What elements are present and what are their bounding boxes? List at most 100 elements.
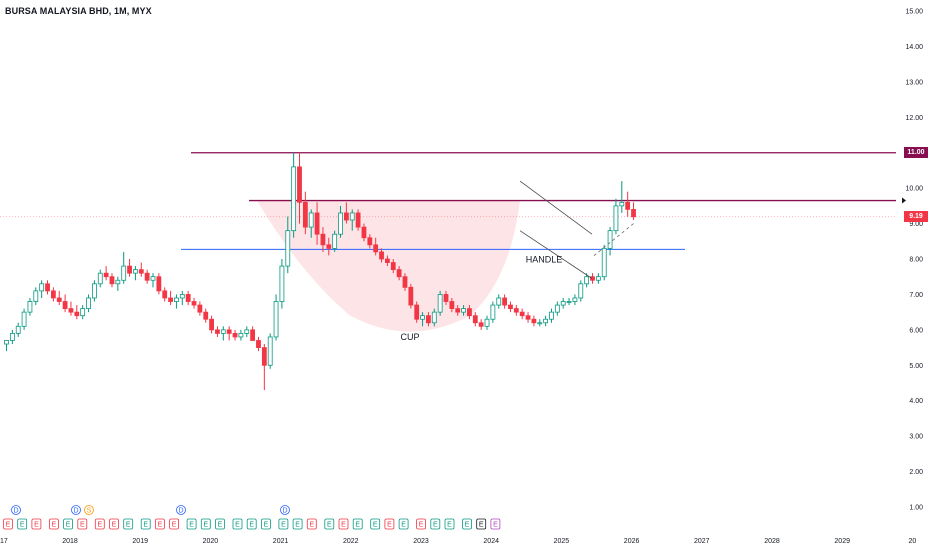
candle-up[interactable]	[220, 329, 226, 334]
candle-down[interactable]	[513, 308, 519, 313]
candle-up[interactable]	[484, 318, 490, 327]
earnings-event-icon[interactable]	[306, 518, 317, 530]
earnings-event-icon[interactable]	[186, 518, 197, 530]
earnings-event-icon[interactable]	[17, 518, 28, 530]
earnings-event-icon[interactable]	[246, 518, 257, 530]
earnings-event-icon[interactable]	[123, 518, 134, 530]
candle-up[interactable]	[613, 205, 619, 232]
dividend-event-icon[interactable]	[280, 505, 290, 515]
candle-up[interactable]	[9, 332, 15, 341]
earnings-event-icon[interactable]	[154, 518, 165, 530]
candle-down[interactable]	[45, 283, 50, 292]
candle-up[interactable]	[566, 301, 572, 303]
earnings-event-icon[interactable]	[324, 518, 335, 530]
earnings-event-icon[interactable]	[338, 518, 349, 530]
candle-down[interactable]	[414, 304, 420, 320]
handle-channel-lower-line[interactable]	[519, 230, 593, 279]
candle-up[interactable]	[332, 233, 338, 249]
earnings-event-icon[interactable]	[77, 518, 88, 530]
candle-down[interactable]	[396, 269, 402, 278]
candle-down[interactable]	[68, 308, 74, 313]
candle-up[interactable]	[619, 201, 625, 207]
candle-down[interactable]	[215, 329, 220, 334]
earnings-event-icon[interactable]	[49, 518, 59, 530]
earnings-event-icon[interactable]	[430, 518, 441, 530]
candle-up[interactable]	[601, 247, 607, 278]
candle-down[interactable]	[56, 297, 62, 302]
candle-down[interactable]	[74, 311, 80, 317]
candle-up[interactable]	[92, 283, 97, 299]
candle-down[interactable]	[261, 347, 267, 366]
dividend-event-icon[interactable]	[71, 505, 81, 515]
candle-up[interactable]	[595, 276, 601, 281]
candle-up[interactable]	[174, 297, 179, 302]
candle-up[interactable]	[420, 315, 425, 320]
candle-down[interactable]	[373, 244, 379, 253]
candle-down[interactable]	[455, 308, 461, 313]
candle-down[interactable]	[508, 304, 513, 309]
candle-down[interactable]	[144, 272, 150, 281]
candle-down[interactable]	[384, 258, 390, 263]
candle-up[interactable]	[80, 308, 86, 317]
candle-down[interactable]	[402, 276, 408, 288]
candle-up[interactable]	[431, 311, 437, 324]
candle-up[interactable]	[560, 301, 566, 306]
dividend-event-icon[interactable]	[11, 505, 21, 515]
candle-down[interactable]	[525, 315, 531, 320]
candle-up[interactable]	[437, 294, 443, 313]
earnings-event-icon[interactable]	[109, 518, 119, 530]
dividend-event-icon[interactable]	[176, 505, 186, 515]
candle-up[interactable]	[572, 297, 578, 302]
candle-down[interactable]	[408, 286, 414, 306]
candle-up[interactable]	[267, 336, 273, 366]
earnings-event-icon[interactable]	[3, 518, 13, 530]
earnings-event-icon[interactable]	[292, 518, 303, 530]
earnings-event-icon[interactable]	[416, 518, 427, 530]
candle-down[interactable]	[361, 226, 367, 239]
candle-down[interactable]	[302, 201, 308, 228]
earnings-event-icon[interactable]	[352, 518, 363, 530]
earnings-event-icon[interactable]	[140, 518, 151, 530]
candle-down[interactable]	[531, 318, 537, 324]
earnings-event-icon[interactable]	[232, 518, 243, 530]
earnings-event-icon[interactable]	[370, 518, 381, 530]
candle-down[interactable]	[379, 251, 384, 260]
candle-up[interactable]	[21, 311, 27, 327]
earnings-event-icon[interactable]	[215, 518, 225, 530]
earnings-event-icon[interactable]	[384, 518, 395, 530]
candle-down[interactable]	[443, 294, 449, 302]
candle-down[interactable]	[343, 212, 349, 221]
candle-down[interactable]	[50, 290, 56, 299]
candle-up[interactable]	[584, 276, 590, 285]
candle-up[interactable]	[15, 325, 21, 334]
earnings-event-icon[interactable]	[31, 518, 42, 530]
earnings-event-icon[interactable]	[398, 518, 409, 530]
candle-up[interactable]	[179, 294, 185, 299]
candle-up[interactable]	[121, 265, 127, 281]
candle-up[interactable]	[291, 166, 297, 232]
candle-down[interactable]	[478, 322, 484, 327]
candle-up[interactable]	[338, 212, 343, 235]
candle-up[interactable]	[607, 230, 613, 249]
split-event-icon[interactable]	[84, 505, 94, 515]
candle-up[interactable]	[461, 308, 466, 313]
candle-down[interactable]	[138, 269, 144, 274]
candle-up[interactable]	[578, 283, 584, 299]
candle-up[interactable]	[349, 212, 355, 221]
candle-up[interactable]	[27, 301, 33, 313]
candle-down[interactable]	[256, 340, 261, 348]
candle-down[interactable]	[103, 272, 109, 278]
candle-down[interactable]	[320, 233, 326, 246]
candle-down[interactable]	[355, 212, 361, 228]
earnings-event-icon[interactable]	[490, 518, 501, 530]
candle-down[interactable]	[203, 311, 209, 320]
candle-down[interactable]	[390, 262, 396, 271]
candle-down[interactable]	[297, 166, 302, 203]
candle-up[interactable]	[496, 297, 502, 306]
candle-down[interactable]	[502, 297, 508, 306]
candle-up[interactable]	[33, 290, 39, 302]
candle-down[interactable]	[250, 329, 256, 341]
earnings-event-icon[interactable]	[462, 518, 472, 530]
candle-down[interactable]	[472, 315, 478, 324]
